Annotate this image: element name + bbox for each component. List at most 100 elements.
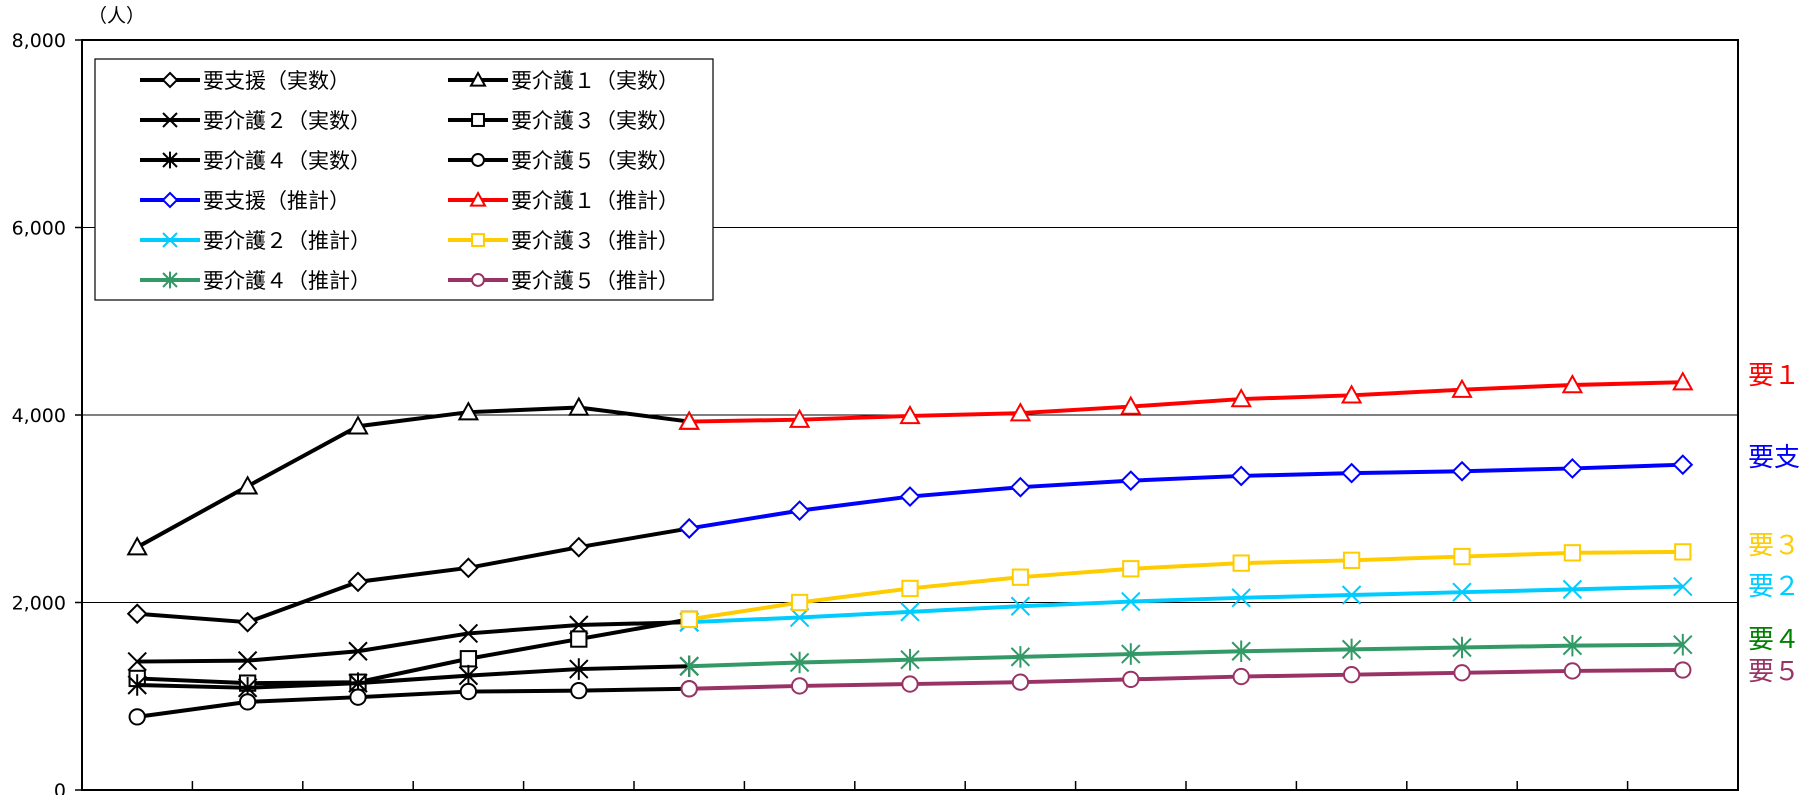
- legend-item: 要介護５（実数）: [448, 149, 679, 173]
- data-point: [1672, 371, 1694, 391]
- data-point: [901, 579, 919, 598]
- legend-item: 要介護１（推計）: [448, 189, 679, 213]
- data-point: [1230, 388, 1252, 408]
- series-11: [679, 633, 1693, 678]
- data-point: [568, 536, 590, 558]
- data-point: [1342, 551, 1361, 569]
- data-point: [1673, 576, 1693, 597]
- data-point: [458, 623, 479, 644]
- end-label: 要３: [1748, 531, 1800, 561]
- series-line: [688, 462, 1683, 531]
- data-point: [1232, 667, 1250, 686]
- series-line: [136, 686, 690, 719]
- series-line: [689, 668, 1683, 691]
- data-point: [459, 650, 478, 668]
- plot-frame: [81, 39, 1739, 791]
- legend-label: 要介護１（推計）: [511, 189, 679, 213]
- data-point: [899, 486, 921, 507]
- legend-item: 要支援（実数）: [140, 69, 350, 93]
- y-tick-label: 0: [54, 780, 66, 795]
- data-point: [1562, 579, 1583, 600]
- data-point: [1452, 636, 1472, 659]
- series-line: [689, 380, 1683, 424]
- y-tick-label: 2,000: [12, 593, 66, 615]
- data-point: [1674, 543, 1692, 561]
- data-point: [127, 674, 147, 696]
- end-label: 要１: [1748, 361, 1800, 391]
- data-point: [678, 518, 700, 539]
- series-line: [136, 405, 690, 549]
- data-point: [1231, 588, 1251, 608]
- data-point: [790, 677, 809, 695]
- series-lines: [126, 371, 1694, 726]
- data-point: [789, 651, 810, 674]
- series-3: [127, 612, 699, 672]
- series-1: [126, 518, 700, 633]
- legend-label: 要支援（実数）: [203, 69, 350, 93]
- data-point: [458, 664, 479, 687]
- legend-item: 要介護４（実数）: [140, 149, 371, 173]
- data-point: [349, 688, 367, 706]
- series-line: [137, 617, 690, 686]
- data-point: [680, 610, 698, 629]
- data-point: [1341, 638, 1362, 661]
- data-point: [569, 658, 589, 680]
- data-point: [1341, 462, 1363, 484]
- series-2: [126, 396, 700, 556]
- data-point: [1453, 664, 1471, 682]
- data-point: [1451, 460, 1473, 482]
- data-point: [678, 410, 700, 430]
- series-line: [688, 549, 1683, 622]
- data-point: [679, 655, 699, 678]
- series-12: [680, 661, 1692, 698]
- legend-label: 要介護１（実数）: [511, 69, 679, 93]
- data-point: [128, 708, 146, 726]
- axes: 0 2,000 4,000 6,000 8,000 （人）: [12, 5, 1739, 799]
- legend-item: 要介護１（実数）: [448, 69, 679, 93]
- data-point: [469, 190, 487, 207]
- legend-label: 要介護３（推計）: [511, 229, 679, 253]
- legend-label: 要介護３（実数）: [511, 109, 679, 133]
- data-point: [568, 396, 590, 416]
- legend-label: 要介護５（実数）: [511, 149, 679, 173]
- data-point: [1010, 646, 1031, 668]
- data-point: [237, 611, 259, 633]
- legend-label: 要介護４（推計）: [203, 269, 371, 293]
- data-point: [127, 651, 147, 672]
- data-point: [901, 675, 919, 693]
- data-point: [1563, 662, 1582, 680]
- data-point: [1009, 476, 1031, 498]
- data-point: [471, 153, 485, 167]
- y-axis-label: （人）: [88, 5, 145, 27]
- legend-item: 要介護３（推計）: [448, 229, 679, 253]
- data-point: [1122, 560, 1140, 578]
- data-point: [1451, 378, 1473, 398]
- data-point: [899, 404, 921, 425]
- end-label: 要支: [1748, 443, 1800, 473]
- data-point: [1340, 384, 1363, 404]
- series-line: [689, 584, 1683, 625]
- data-point: [790, 593, 809, 612]
- data-point: [680, 680, 698, 698]
- data-point: [1561, 458, 1583, 479]
- legend-label: 要介護２（推計）: [203, 229, 371, 253]
- series-line: [137, 526, 690, 625]
- series-line: [137, 664, 690, 690]
- data-point: [570, 630, 588, 648]
- data-point: [1672, 454, 1694, 476]
- end-label: 要４: [1748, 625, 1800, 655]
- data-point: [1120, 395, 1142, 415]
- data-point: [1230, 465, 1252, 487]
- data-point: [1341, 585, 1362, 605]
- data-point: [162, 232, 178, 248]
- y-tick-label: 6,000: [12, 218, 66, 240]
- data-point: [469, 70, 487, 87]
- data-point: [471, 273, 485, 287]
- data-point: [162, 112, 178, 128]
- series-7: [678, 454, 1694, 539]
- y-tick-label: 4,000: [12, 405, 66, 427]
- data-point: [900, 602, 920, 622]
